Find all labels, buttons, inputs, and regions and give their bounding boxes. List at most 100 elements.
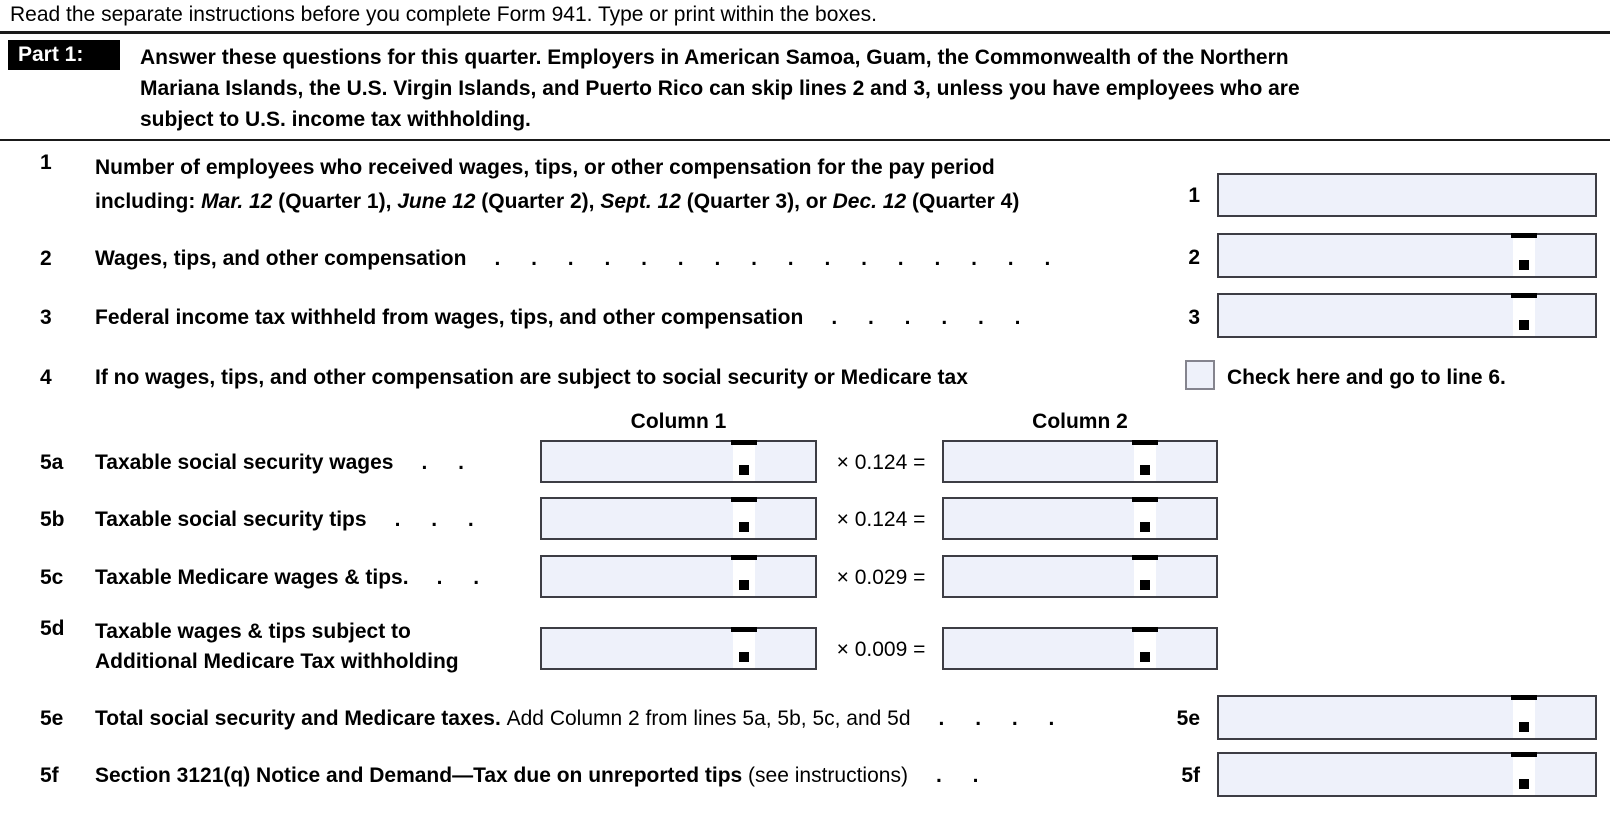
line5e-label: Total social security and Medicare taxes… — [95, 707, 911, 730]
cents-tick — [1132, 440, 1158, 445]
line5a-label-row: Taxable social security wages . . — [95, 451, 464, 475]
line4-number: 4 — [40, 366, 52, 389]
divider — [0, 31, 1610, 34]
decimal-point-marker — [1140, 522, 1150, 532]
cents-tick — [731, 627, 757, 632]
decimal-point-marker — [1140, 580, 1150, 590]
line3-number: 3 — [40, 306, 52, 329]
line5b-label: Taxable social security tips — [95, 508, 367, 531]
part1-description: Answer these questions for this quarter.… — [140, 42, 1300, 135]
line5f-label: Section 3121(q) Notice and Demand—Tax du… — [95, 764, 908, 787]
decimal-separator — [733, 629, 755, 668]
cents-tick — [1511, 293, 1537, 298]
line5a-label: Taxable social security wages — [95, 451, 394, 474]
cents-tick — [731, 555, 757, 560]
decimal-separator — [1513, 754, 1535, 795]
line5a-dot-leader: . . — [421, 451, 464, 474]
line5d-col2-input[interactable] — [942, 627, 1218, 670]
line5c-col2-input[interactable] — [942, 555, 1218, 598]
decimal-point-marker — [1519, 260, 1529, 270]
line3-label: Federal income tax withheld from wages, … — [95, 306, 804, 329]
cents-tick — [1511, 752, 1537, 757]
divider — [0, 139, 1610, 141]
line2-input[interactable] — [1217, 233, 1597, 278]
column2-header: Column 2 — [1032, 410, 1128, 433]
line1-label-line1: Number of employees who received wages, … — [95, 156, 995, 179]
line5e-number: 5e — [40, 707, 64, 730]
decimal-point-marker — [739, 522, 749, 532]
line1-label: Number of employees who received wages, … — [95, 151, 1019, 219]
cents-tick — [731, 497, 757, 502]
line5e-dot-leader: . . . . — [938, 707, 1055, 730]
line5c-col1-input[interactable] — [540, 555, 817, 598]
decimal-point-marker — [739, 652, 749, 662]
part1-description-line2: Mariana Islands, the U.S. Virgin Islands… — [140, 77, 1300, 100]
line5c-label-row: Taxable Medicare wages & tips. . . — [95, 566, 479, 590]
decimal-point-marker — [1519, 722, 1529, 732]
line1-input[interactable] — [1217, 173, 1597, 217]
line3-dot-leader: . . . . . . — [831, 306, 1021, 329]
decimal-separator — [1513, 235, 1535, 276]
decimal-point-marker — [739, 580, 749, 590]
decimal-separator — [1134, 442, 1156, 481]
line3-label-row: Federal income tax withheld from wages, … — [95, 306, 1021, 330]
line5c-multiplier: × 0.029 = — [836, 566, 926, 589]
decimal-separator — [733, 442, 755, 481]
decimal-point-marker — [1140, 465, 1150, 475]
decimal-point-marker — [1519, 320, 1529, 330]
decimal-separator — [733, 499, 755, 538]
line2-label: Wages, tips, and other compensation — [95, 247, 467, 270]
cents-tick — [1132, 497, 1158, 502]
cents-tick — [1511, 695, 1537, 700]
line5d-label: Taxable wages & tips subject to Addition… — [95, 617, 459, 677]
part1-description-line3: subject to U.S. income tax withholding. — [140, 108, 531, 131]
line4-checkbox[interactable] — [1185, 360, 1215, 390]
line5b-col1-input[interactable] — [540, 497, 817, 540]
decimal-separator — [1134, 557, 1156, 596]
line5a-col1-input[interactable] — [540, 440, 817, 483]
line5c-label: Taxable Medicare wages & tips. — [95, 566, 409, 589]
decimal-point-marker — [1140, 652, 1150, 662]
line2-number: 2 — [40, 247, 52, 270]
decimal-separator — [733, 557, 755, 596]
cents-tick — [1511, 233, 1537, 238]
line5a-number: 5a — [40, 451, 64, 474]
part1-description-line1: Answer these questions for this quarter.… — [140, 46, 1289, 69]
line5f-input[interactable] — [1217, 752, 1597, 797]
line5b-multiplier: × 0.124 = — [836, 508, 926, 531]
line5d-col1-input[interactable] — [540, 627, 817, 670]
cents-tick — [1132, 627, 1158, 632]
line5e-input[interactable] — [1217, 695, 1597, 740]
line5c-dot-leader: . . — [436, 566, 480, 589]
decimal-separator — [1134, 499, 1156, 538]
decimal-point-marker — [739, 465, 749, 475]
line1-label-line2: including: Mar. 12 (Quarter 1), June 12 … — [95, 190, 1020, 213]
line5e-right-number: 5e — [1176, 707, 1200, 730]
line5e-label-row: Total social security and Medicare taxes… — [95, 707, 1054, 731]
line5d-label-line2: Additional Medicare Tax withholding — [95, 650, 459, 673]
line5b-dot-leader: . . . — [394, 508, 474, 531]
decimal-separator — [1513, 295, 1535, 336]
line3-input[interactable] — [1217, 293, 1597, 338]
line5a-multiplier: × 0.124 = — [836, 451, 926, 474]
cents-tick — [1132, 555, 1158, 560]
line5f-dot-leader: . . — [935, 764, 979, 787]
line5f-number: 5f — [40, 764, 59, 787]
decimal-separator — [1134, 629, 1156, 668]
line5a-col2-input[interactable] — [942, 440, 1218, 483]
line2-label-row: Wages, tips, and other compensation . . .… — [95, 247, 1050, 271]
line5b-col2-input[interactable] — [942, 497, 1218, 540]
form-instruction: Read the separate instructions before yo… — [10, 3, 877, 26]
line5b-label-row: Taxable social security tips . . . — [95, 508, 474, 532]
part1-label: Part 1: — [8, 40, 120, 70]
line1-right-number: 1 — [1188, 184, 1200, 207]
line5d-multiplier: × 0.009 = — [836, 638, 926, 661]
decimal-point-marker — [1519, 779, 1529, 789]
line2-right-number: 2 — [1188, 246, 1200, 269]
line4-label: If no wages, tips, and other compensatio… — [95, 366, 968, 389]
line5c-number: 5c — [40, 566, 64, 589]
line4-check-label: Check here and go to line 6. — [1227, 366, 1506, 389]
line1-number: 1 — [40, 151, 52, 174]
line2-dot-leader: . . . . . . . . . . . . . . . . — [494, 247, 1051, 270]
